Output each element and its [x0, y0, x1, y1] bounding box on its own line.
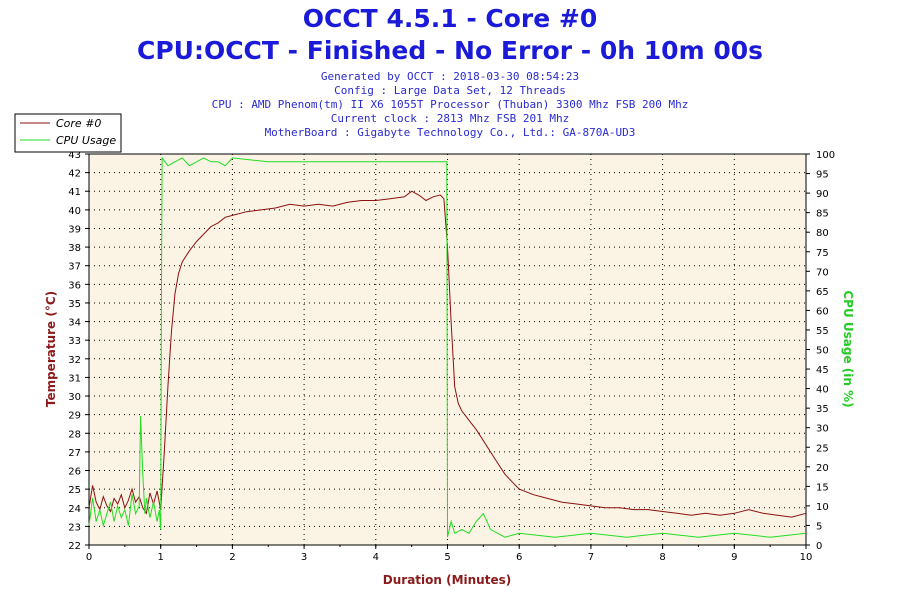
legend-label-cpu-usage: CPU Usage [56, 134, 116, 147]
y2-tick-label: 5 [816, 521, 822, 532]
x-tick-label: 1 [158, 552, 164, 563]
plot-border [88, 153, 807, 546]
y2-tick-label: 55 [816, 326, 829, 337]
y-tick-label: 26 [68, 467, 81, 478]
cpu-usage-line [88, 156, 807, 538]
info-motherboard: MotherBoard : Gigabyte Technology Co., L… [264, 126, 636, 139]
info-generated: Generated by OCCT : 2018-03-30 08:54:23 [320, 70, 580, 83]
y2-tick-label: 35 [816, 404, 829, 415]
y2-tick-label: 60 [816, 306, 829, 317]
legend-box [14, 113, 122, 153]
x-tick-label: 9 [731, 552, 737, 563]
y-tick-label: 23 [68, 522, 81, 533]
y2-tick-label: 15 [816, 482, 829, 493]
series-lines [88, 156, 807, 538]
y2-tick-label: 85 [816, 209, 829, 220]
y2-tick-label: 25 [816, 443, 829, 454]
x-tick-label: 5 [444, 552, 450, 563]
y2-tick-label: 20 [816, 463, 829, 474]
y-tick-label: 43 [68, 150, 81, 161]
y-tick-label: 25 [68, 485, 81, 496]
y2-tick-label: 95 [816, 170, 829, 181]
y2-tick-label: 80 [816, 228, 829, 239]
axis-ticks: 0 1 2 3 4 5 6 7 8 9 102223242526272829303132333435… [68, 150, 835, 563]
x-tick-label: 2 [229, 552, 235, 563]
y-tick-label: 36 [68, 280, 81, 291]
y-tick-label: 33 [68, 336, 81, 347]
y-tick-label: 34 [68, 318, 81, 329]
y2-tick-label: 10 [816, 502, 829, 513]
y-tick-label: 38 [68, 243, 81, 254]
y-tick-label: 30 [68, 392, 81, 403]
chart-title: OCCT 4.5.1 - Core #0 [302, 4, 598, 33]
y-tick-label: 41 [68, 187, 81, 198]
y-tick-label: 27 [68, 448, 81, 459]
y-tick-label: 37 [68, 262, 81, 273]
x-tick-label: 4 [373, 552, 379, 563]
y2-tick-label: 30 [816, 424, 829, 435]
y2-tick-label: 75 [816, 248, 829, 259]
y-tick-label: 28 [68, 429, 81, 440]
y2-tick-label: 100 [816, 150, 835, 161]
y-tick-label: 24 [68, 504, 81, 515]
x-tick-label: 6 [516, 552, 522, 563]
y-tick-label: 42 [68, 169, 81, 180]
y-axis-label: Temperature (°C) [44, 291, 58, 407]
y-tick-label: 29 [68, 411, 81, 422]
legend: Core #0 CPU Usage [14, 113, 122, 153]
y-tick-label: 39 [68, 224, 81, 235]
info-cpu: CPU : AMD Phenom(tm) II X6 1055T Process… [211, 98, 689, 111]
y2-tick-label: 45 [816, 365, 829, 376]
legend-label-core0: Core #0 [56, 117, 101, 130]
x-tick-label: 3 [301, 552, 307, 563]
x-tick-label: 7 [588, 552, 594, 563]
y2-tick-label: 50 [816, 346, 829, 357]
y2-tick-label: 0 [816, 541, 822, 552]
y2-tick-label: 70 [816, 267, 829, 278]
y-tick-label: 40 [68, 206, 81, 217]
info-clock: Current clock : 2813 Mhz FSB 201 Mhz [330, 112, 570, 125]
y2-axis-label: CPU Usage (in %) [841, 290, 855, 407]
x-tick-label: 0 [86, 552, 92, 563]
y2-tick-label: 40 [816, 385, 829, 396]
y-tick-label: 31 [68, 373, 81, 384]
y2-tick-label: 65 [816, 287, 829, 298]
chart-subtitle: CPU:OCCT - Finished - No Error - 0h 10m … [136, 36, 763, 65]
y2-tick-label: 90 [816, 189, 829, 200]
y-tick-label: 35 [68, 299, 81, 310]
y-tick-label: 22 [68, 541, 81, 552]
x-tick-label: 10 [800, 552, 813, 563]
x-tick-label: 8 [659, 552, 665, 563]
y-tick-label: 32 [68, 355, 81, 366]
info-config: Config : Large Data Set, 12 Threads [334, 84, 566, 97]
x-axis-label: Duration (Minutes) [383, 573, 511, 587]
